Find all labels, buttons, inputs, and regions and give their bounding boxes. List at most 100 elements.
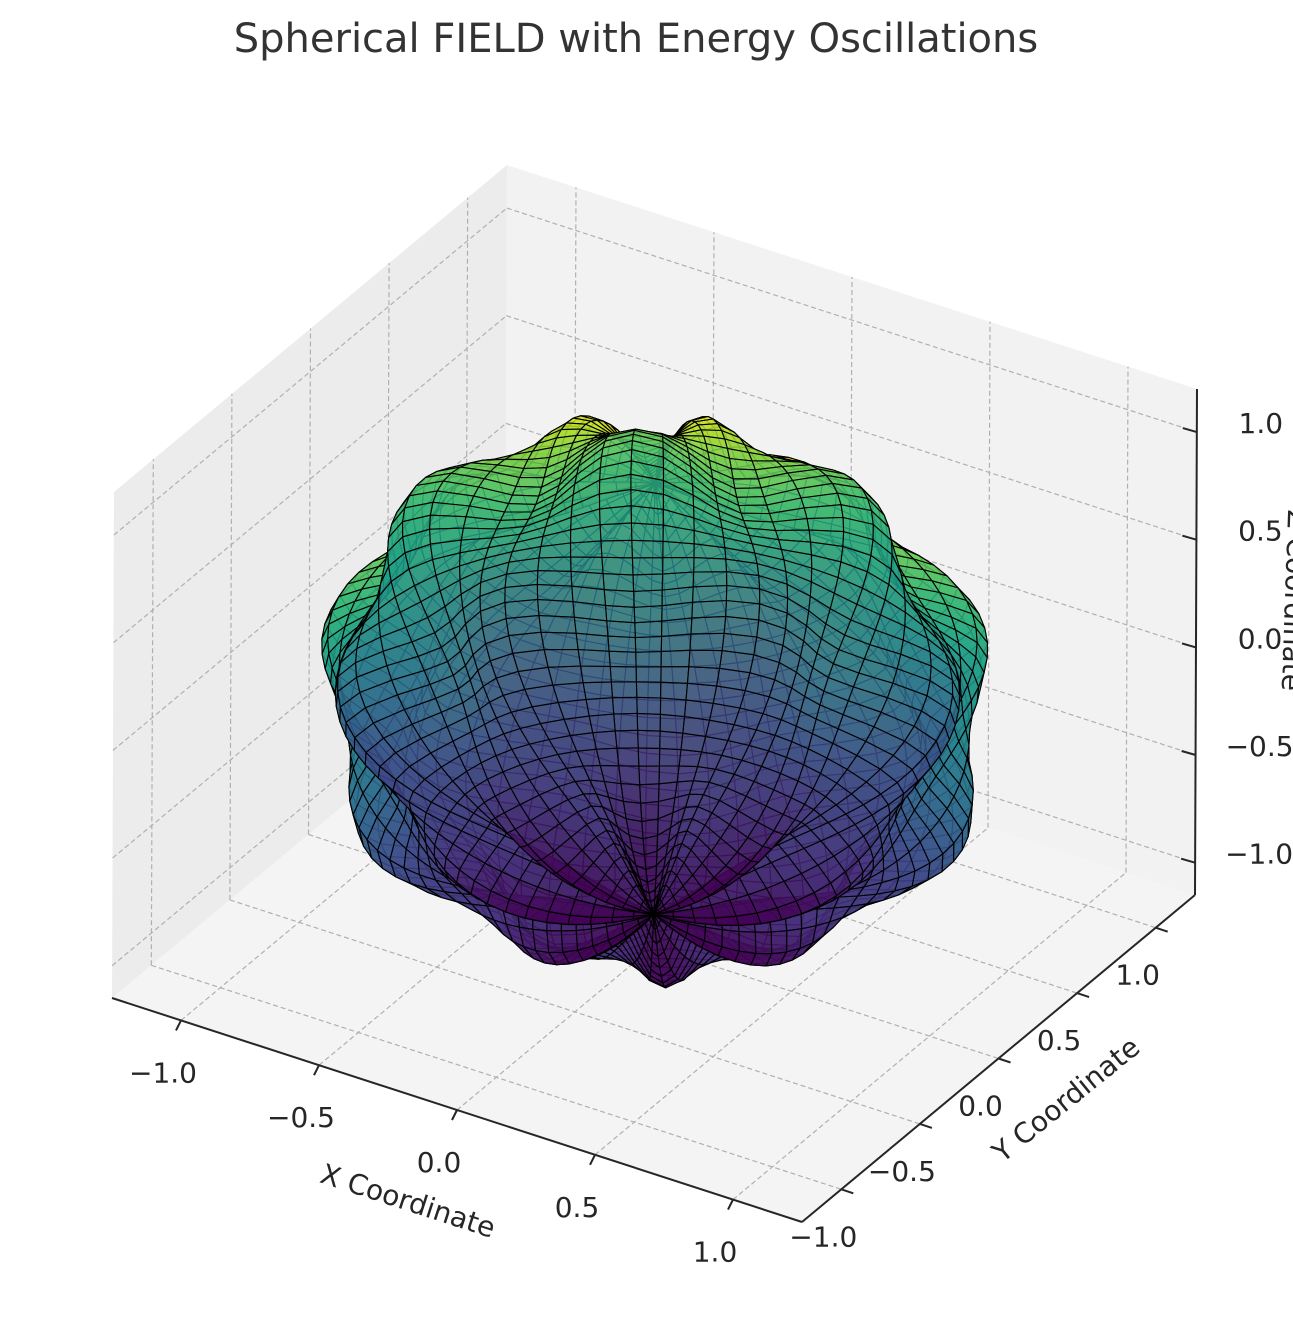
surface-facet [732, 478, 762, 489]
gridline-left-z-3 [113, 315, 507, 644]
surface-facet [637, 729, 661, 749]
surface-facet [730, 468, 759, 480]
surface-facet [662, 557, 695, 575]
z-tick-2 [1181, 642, 1197, 649]
x-tick-label-1: −0.5 [267, 1101, 335, 1134]
surface-facet [600, 539, 633, 559]
surface-facet [659, 697, 687, 718]
surface-facet [640, 800, 660, 822]
surface-facet [611, 696, 638, 715]
x-tick-2 [451, 1109, 458, 1121]
surface-facet [690, 615, 727, 635]
surface-facet [734, 487, 765, 498]
z-tick-0 [1180, 857, 1196, 864]
surface-facet [618, 765, 641, 786]
z-tick-label-4: 1.0 [1239, 407, 1284, 440]
surface-facet [537, 556, 572, 572]
surface-facet [511, 485, 543, 497]
surface-facet [632, 573, 664, 592]
surface-facet [692, 584, 728, 603]
surface-facet [689, 632, 725, 652]
gridline-left-y-2 [307, 328, 312, 835]
y-tick-label-4: 1.0 [1115, 959, 1160, 992]
surface-facet [638, 765, 660, 786]
surface-facet [536, 583, 574, 603]
surface-facet [631, 539, 664, 559]
surface-facet [692, 571, 728, 588]
surface-facet [659, 730, 684, 751]
x-tick-4 [727, 1199, 734, 1211]
pane-left [112, 165, 507, 998]
surface-facet [660, 681, 689, 701]
surface-facet [538, 614, 577, 634]
surface-facet [598, 473, 632, 495]
surface-facet [736, 496, 768, 507]
surface-facet [660, 649, 691, 668]
x-axis-label: X Coordinate [316, 1157, 499, 1244]
surface-facet [770, 930, 788, 955]
y-tick-label-0: −1.0 [789, 1220, 857, 1253]
surface-facet [577, 648, 611, 667]
surface-facet [637, 747, 661, 767]
surface-facet [609, 665, 637, 683]
surface-facet [786, 928, 803, 953]
surface-facet [685, 682, 718, 704]
surface-facet [636, 712, 661, 732]
y-tick-label-1: −0.5 [868, 1155, 936, 1188]
surface-facet [725, 584, 761, 605]
x-tick-3 [589, 1154, 596, 1166]
gridline-floor-x-4 [732, 872, 1127, 1201]
chart-title: Spherical FIELD with Energy Oscillations [234, 16, 1038, 62]
z-tick-4 [1182, 427, 1198, 434]
surface-facet [641, 818, 659, 840]
surface-facet [546, 930, 564, 953]
surface-facet [738, 504, 771, 515]
surface-facet [614, 729, 639, 749]
surface-facet [429, 514, 467, 530]
surface-facet [639, 783, 660, 804]
y-tick-4 [1155, 926, 1169, 933]
surface-facet [688, 649, 723, 669]
surface-facet [536, 570, 573, 587]
surface-facet [620, 783, 642, 804]
surface-facet [537, 598, 575, 618]
surface-facet [622, 800, 643, 822]
z-tick-label-1: −0.5 [1226, 730, 1293, 763]
y-tick-0 [840, 1188, 854, 1195]
surface-facet [595, 747, 620, 767]
z-axis-line [1194, 388, 1198, 896]
surface-facet [633, 589, 663, 608]
y-tick-label-2: 0.0 [958, 1090, 1003, 1123]
y-tick-1 [919, 1122, 933, 1129]
surface-facet [608, 650, 637, 668]
surface-facet [693, 557, 728, 573]
surface-facet [603, 589, 635, 608]
surface-facet [569, 540, 603, 558]
gridline-back-x-4 [1125, 366, 1129, 873]
surface-facet [633, 605, 663, 624]
surface-facet [659, 713, 686, 734]
surface-facet [570, 570, 605, 591]
surface-facet [599, 522, 633, 542]
surface-facet [515, 476, 545, 488]
surface-facet [635, 650, 662, 668]
x-tick-1 [313, 1064, 320, 1076]
surface-facet [604, 604, 636, 624]
surface-facet [635, 666, 662, 683]
surface-facet [588, 713, 616, 734]
surface-facet [691, 599, 727, 619]
gridline-left-z-4 [113, 207, 508, 536]
surface-facet [616, 747, 640, 767]
x-tick-label-4: 1.0 [693, 1236, 738, 1269]
surface-facet [613, 712, 639, 732]
y-tick-label-3: 0.5 [1037, 1024, 1082, 1057]
y-tick-3 [1076, 992, 1090, 999]
surface-facet [634, 620, 663, 639]
surface-facet [602, 573, 635, 592]
z-tick-label-0: −1.0 [1225, 838, 1293, 871]
surface-facet [636, 696, 662, 715]
x-tick-0 [175, 1019, 182, 1031]
surface-facet [579, 665, 612, 684]
x-tick-label-2: 0.0 [417, 1146, 462, 1179]
gridline-back-z-4 [506, 207, 1198, 433]
